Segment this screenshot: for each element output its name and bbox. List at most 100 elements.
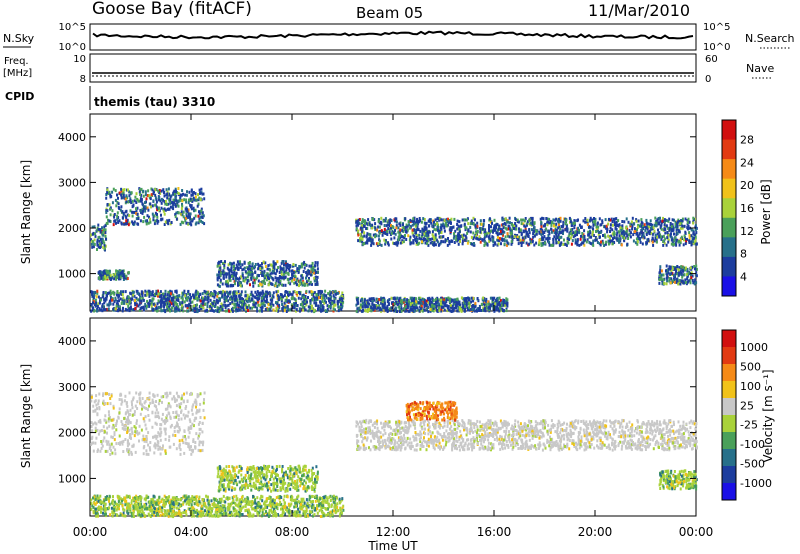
heatmap-cell	[182, 192, 184, 196]
heatmap-cell	[422, 229, 425, 233]
heatmap-cell	[191, 308, 194, 312]
heatmap-cell	[219, 278, 222, 282]
heatmap-cell	[647, 239, 650, 243]
heatmap-cell	[139, 193, 142, 196]
heatmap-cell	[390, 306, 393, 310]
heatmap-cell	[196, 303, 198, 307]
heatmap-cell	[242, 267, 245, 271]
heatmap-cell	[263, 281, 266, 285]
heatmap-cell	[262, 271, 265, 275]
heatmap-cell	[190, 207, 193, 211]
heatmap-cell	[406, 298, 409, 302]
heatmap-cell	[104, 299, 107, 303]
heatmap-cell	[568, 233, 571, 237]
heatmap-cell	[141, 207, 144, 211]
heatmap-cell	[177, 211, 180, 215]
heatmap-cell	[229, 302, 232, 306]
heatmap-cell	[471, 221, 474, 225]
heatmap-cell	[137, 217, 140, 220]
heatmap-cell	[453, 298, 456, 302]
heatmap-cell	[627, 237, 630, 240]
heatmap-cell	[374, 222, 377, 226]
heatmap-cell	[175, 190, 177, 193]
heatmap-cell	[568, 238, 571, 241]
heatmap-cell	[603, 225, 606, 229]
heatmap-cell	[681, 226, 684, 230]
heatmap-cell	[323, 301, 326, 305]
heatmap-cell	[423, 237, 425, 241]
heatmap-cell	[221, 282, 224, 286]
heatmap-cell	[673, 238, 676, 242]
heatmap-cell	[155, 307, 158, 310]
heatmap-cell	[670, 271, 673, 275]
heatmap-cell	[341, 305, 344, 309]
heatmap-cell	[432, 309, 435, 313]
heatmap-cell	[247, 297, 250, 301]
heatmap-cell	[249, 270, 252, 274]
heatmap-cell	[428, 224, 431, 228]
heatmap-cell	[197, 202, 200, 206]
heatmap-cell	[122, 195, 125, 199]
heatmap-cell	[246, 306, 249, 309]
heatmap-cell	[308, 270, 311, 274]
heatmap-cell	[375, 297, 378, 301]
heatmap-cell	[279, 265, 282, 269]
heatmap-cell	[260, 281, 263, 284]
heatmap-cell	[109, 289, 112, 293]
heatmap-cell	[405, 309, 407, 313]
heatmap-cell	[682, 269, 685, 273]
heatmap-cell	[688, 231, 691, 235]
heatmap-cell	[693, 237, 695, 240]
heatmap-cell	[102, 233, 105, 237]
heatmap-cell	[337, 305, 340, 309]
heatmap-cell	[100, 429, 103, 432]
heatmap-cell	[226, 304, 229, 308]
heatmap-cell	[126, 277, 129, 280]
heatmap-cell	[254, 290, 257, 294]
heatmap-cell	[96, 309, 98, 313]
heatmap-cell	[415, 231, 417, 235]
heatmap-cell	[218, 284, 221, 288]
heatmap-cell	[628, 228, 631, 232]
heatmap-cell	[136, 197, 139, 201]
heatmap-cell	[277, 266, 280, 269]
heatmap-cell	[281, 303, 284, 306]
heatmap-cell	[239, 260, 241, 264]
heatmap-cell	[236, 265, 239, 269]
heatmap-cell	[396, 296, 399, 300]
heatmap-cell	[275, 309, 278, 313]
heatmap-cell	[174, 213, 177, 217]
heatmap-cell	[121, 192, 124, 196]
heatmap-cell	[204, 302, 207, 306]
heatmap-cell	[224, 292, 227, 296]
heatmap-cell	[128, 452, 130, 456]
heatmap-cell	[517, 220, 520, 224]
heatmap-cell	[472, 304, 475, 307]
heatmap-cell	[165, 188, 168, 192]
heatmap-cell	[271, 298, 274, 302]
heatmap-cell	[229, 274, 232, 278]
heatmap-cell	[112, 291, 115, 295]
heatmap-cell	[262, 291, 265, 295]
heatmap-cell	[328, 300, 331, 304]
heatmap-cell	[387, 302, 390, 306]
heatmap-cell	[457, 238, 460, 242]
heatmap-cell	[433, 220, 435, 224]
heatmap-cell	[269, 302, 271, 306]
heatmap-cell	[111, 190, 114, 194]
heatmap-cell	[521, 236, 524, 240]
heatmap-cell	[366, 241, 369, 245]
heatmap-cell	[665, 269, 667, 273]
heatmap-cell	[479, 230, 482, 234]
heatmap-cell	[116, 200, 119, 204]
heatmap-cell	[286, 307, 289, 311]
heatmap-cell	[541, 229, 544, 233]
heatmap-cell	[405, 307, 408, 311]
heatmap-cell	[223, 271, 226, 275]
heatmap-cell	[629, 222, 632, 226]
heatmap-cell	[101, 309, 104, 313]
heatmap-cell	[403, 307, 406, 311]
heatmap-cell	[202, 192, 205, 196]
heatmap-cell	[177, 200, 180, 204]
heatmap-cell	[91, 292, 93, 296]
